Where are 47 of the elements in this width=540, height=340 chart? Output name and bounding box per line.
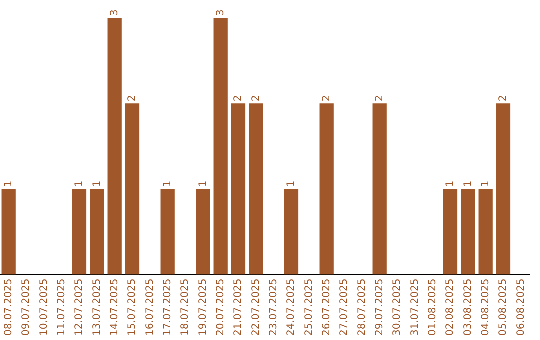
data-label: 1 <box>74 180 86 188</box>
x-tick-label: 20.07.2025 <box>215 278 226 336</box>
x-tick-label: 19.07.2025 <box>198 278 209 336</box>
x-tick-label: 04.08.2025 <box>480 278 492 336</box>
x-tick-label: 13.07.2025 <box>92 278 103 336</box>
x-tick-label: 03.08.2025 <box>462 278 474 336</box>
x-tick-label: 29.07.2025 <box>374 278 386 336</box>
data-label: 2 <box>250 95 262 102</box>
data-label: 1 <box>480 180 492 188</box>
x-tick-label: 18.07.2025 <box>180 278 192 336</box>
data-label: 1 <box>445 180 456 188</box>
x-tick-label: 30.07.2025 <box>392 278 404 336</box>
x-tick-label: 12.07.2025 <box>74 278 86 336</box>
data-label: 2 <box>127 95 138 102</box>
x-tick-label: 08.07.2025 <box>3 278 14 336</box>
data-label: 1 <box>198 180 209 188</box>
x-tick-label: 16.07.2025 <box>144 278 156 336</box>
data-label: 2 <box>374 95 386 102</box>
data-label: 1 <box>286 180 298 188</box>
x-tick-label: 02.08.2025 <box>445 278 456 336</box>
data-label: 1 <box>3 180 14 188</box>
data-label: 1 <box>462 180 474 188</box>
x-tick-label: 15.07.2025 <box>127 278 138 336</box>
data-label: 1 <box>92 180 103 188</box>
data-label: 2 <box>321 95 332 102</box>
x-tick-label: 26.07.2025 <box>321 278 332 336</box>
x-tick-label: 01.08.2025 <box>427 278 438 336</box>
x-tick-label: 06.08.2025 <box>516 278 527 336</box>
data-label: 3 <box>215 10 226 16</box>
x-tick-label: 14.07.2025 <box>109 278 120 336</box>
x-tick-label: 25.07.2025 <box>304 278 315 336</box>
x-tick-label: 23.07.2025 <box>268 278 280 336</box>
x-tick-label: 31.07.2025 <box>410 278 421 336</box>
x-tick-label: 28.07.2025 <box>356 278 368 336</box>
data-label: 2 <box>498 95 510 102</box>
x-tick-label: 27.07.2025 <box>339 278 350 336</box>
x-tick-label: 05.08.2025 <box>498 278 510 336</box>
x-tick-label: 21.07.2025 <box>233 278 244 336</box>
x-tick-label: 11.07.2025 <box>56 278 68 336</box>
x-tick-label: 22.07.2025 <box>250 278 262 336</box>
data-label: 2 <box>233 95 244 102</box>
x-tick-label: 24.07.2025 <box>286 278 298 336</box>
data-label: 1 <box>162 180 174 188</box>
x-tick-label: 10.07.2025 <box>38 278 50 336</box>
data-label: 3 <box>109 10 120 16</box>
x-tick-label: 17.07.2025 <box>162 278 174 336</box>
x-tick-label: 09.07.2025 <box>21 278 32 336</box>
